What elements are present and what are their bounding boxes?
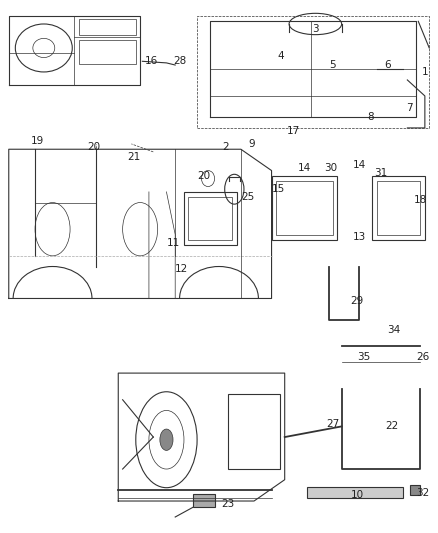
Bar — [188, 197, 232, 240]
Text: 7: 7 — [406, 103, 413, 112]
Text: 26: 26 — [416, 352, 429, 362]
Bar — [79, 40, 136, 64]
Text: 27: 27 — [326, 419, 339, 429]
Text: 22: 22 — [385, 422, 399, 431]
Text: 14: 14 — [298, 163, 311, 173]
Text: 34: 34 — [388, 326, 401, 335]
Text: 19: 19 — [31, 136, 44, 146]
Bar — [193, 494, 215, 507]
Text: 29: 29 — [350, 296, 364, 306]
Text: 20: 20 — [88, 142, 101, 151]
Text: 15: 15 — [272, 184, 285, 194]
Text: 14: 14 — [353, 160, 366, 170]
Text: 30: 30 — [324, 163, 337, 173]
Bar — [307, 487, 403, 498]
Bar — [79, 19, 136, 35]
Text: 23: 23 — [221, 499, 234, 508]
Ellipse shape — [160, 429, 173, 450]
Text: 35: 35 — [357, 352, 370, 362]
Text: 25: 25 — [241, 192, 254, 202]
Bar — [372, 176, 425, 240]
Text: 9: 9 — [248, 139, 255, 149]
Text: 11: 11 — [166, 238, 180, 247]
Text: 28: 28 — [173, 56, 186, 66]
Text: 13: 13 — [353, 232, 366, 242]
Text: 20: 20 — [197, 171, 210, 181]
Text: 3: 3 — [312, 25, 319, 34]
Text: 8: 8 — [367, 112, 374, 122]
Bar — [377, 181, 420, 235]
Text: 31: 31 — [374, 168, 388, 178]
Bar — [410, 485, 420, 495]
Text: 1: 1 — [421, 67, 428, 77]
Text: 32: 32 — [416, 488, 429, 498]
Text: 6: 6 — [384, 60, 391, 70]
Text: 2: 2 — [222, 142, 229, 151]
Text: 12: 12 — [175, 264, 188, 274]
Text: 21: 21 — [127, 152, 140, 162]
Bar — [276, 181, 333, 235]
Text: 5: 5 — [329, 60, 336, 70]
Bar — [184, 192, 237, 245]
Text: 17: 17 — [287, 126, 300, 135]
Text: 4: 4 — [277, 51, 284, 61]
Text: 16: 16 — [145, 56, 158, 66]
Bar — [272, 176, 337, 240]
Text: 10: 10 — [350, 490, 364, 499]
Bar — [228, 394, 280, 469]
Text: 18: 18 — [414, 195, 427, 205]
